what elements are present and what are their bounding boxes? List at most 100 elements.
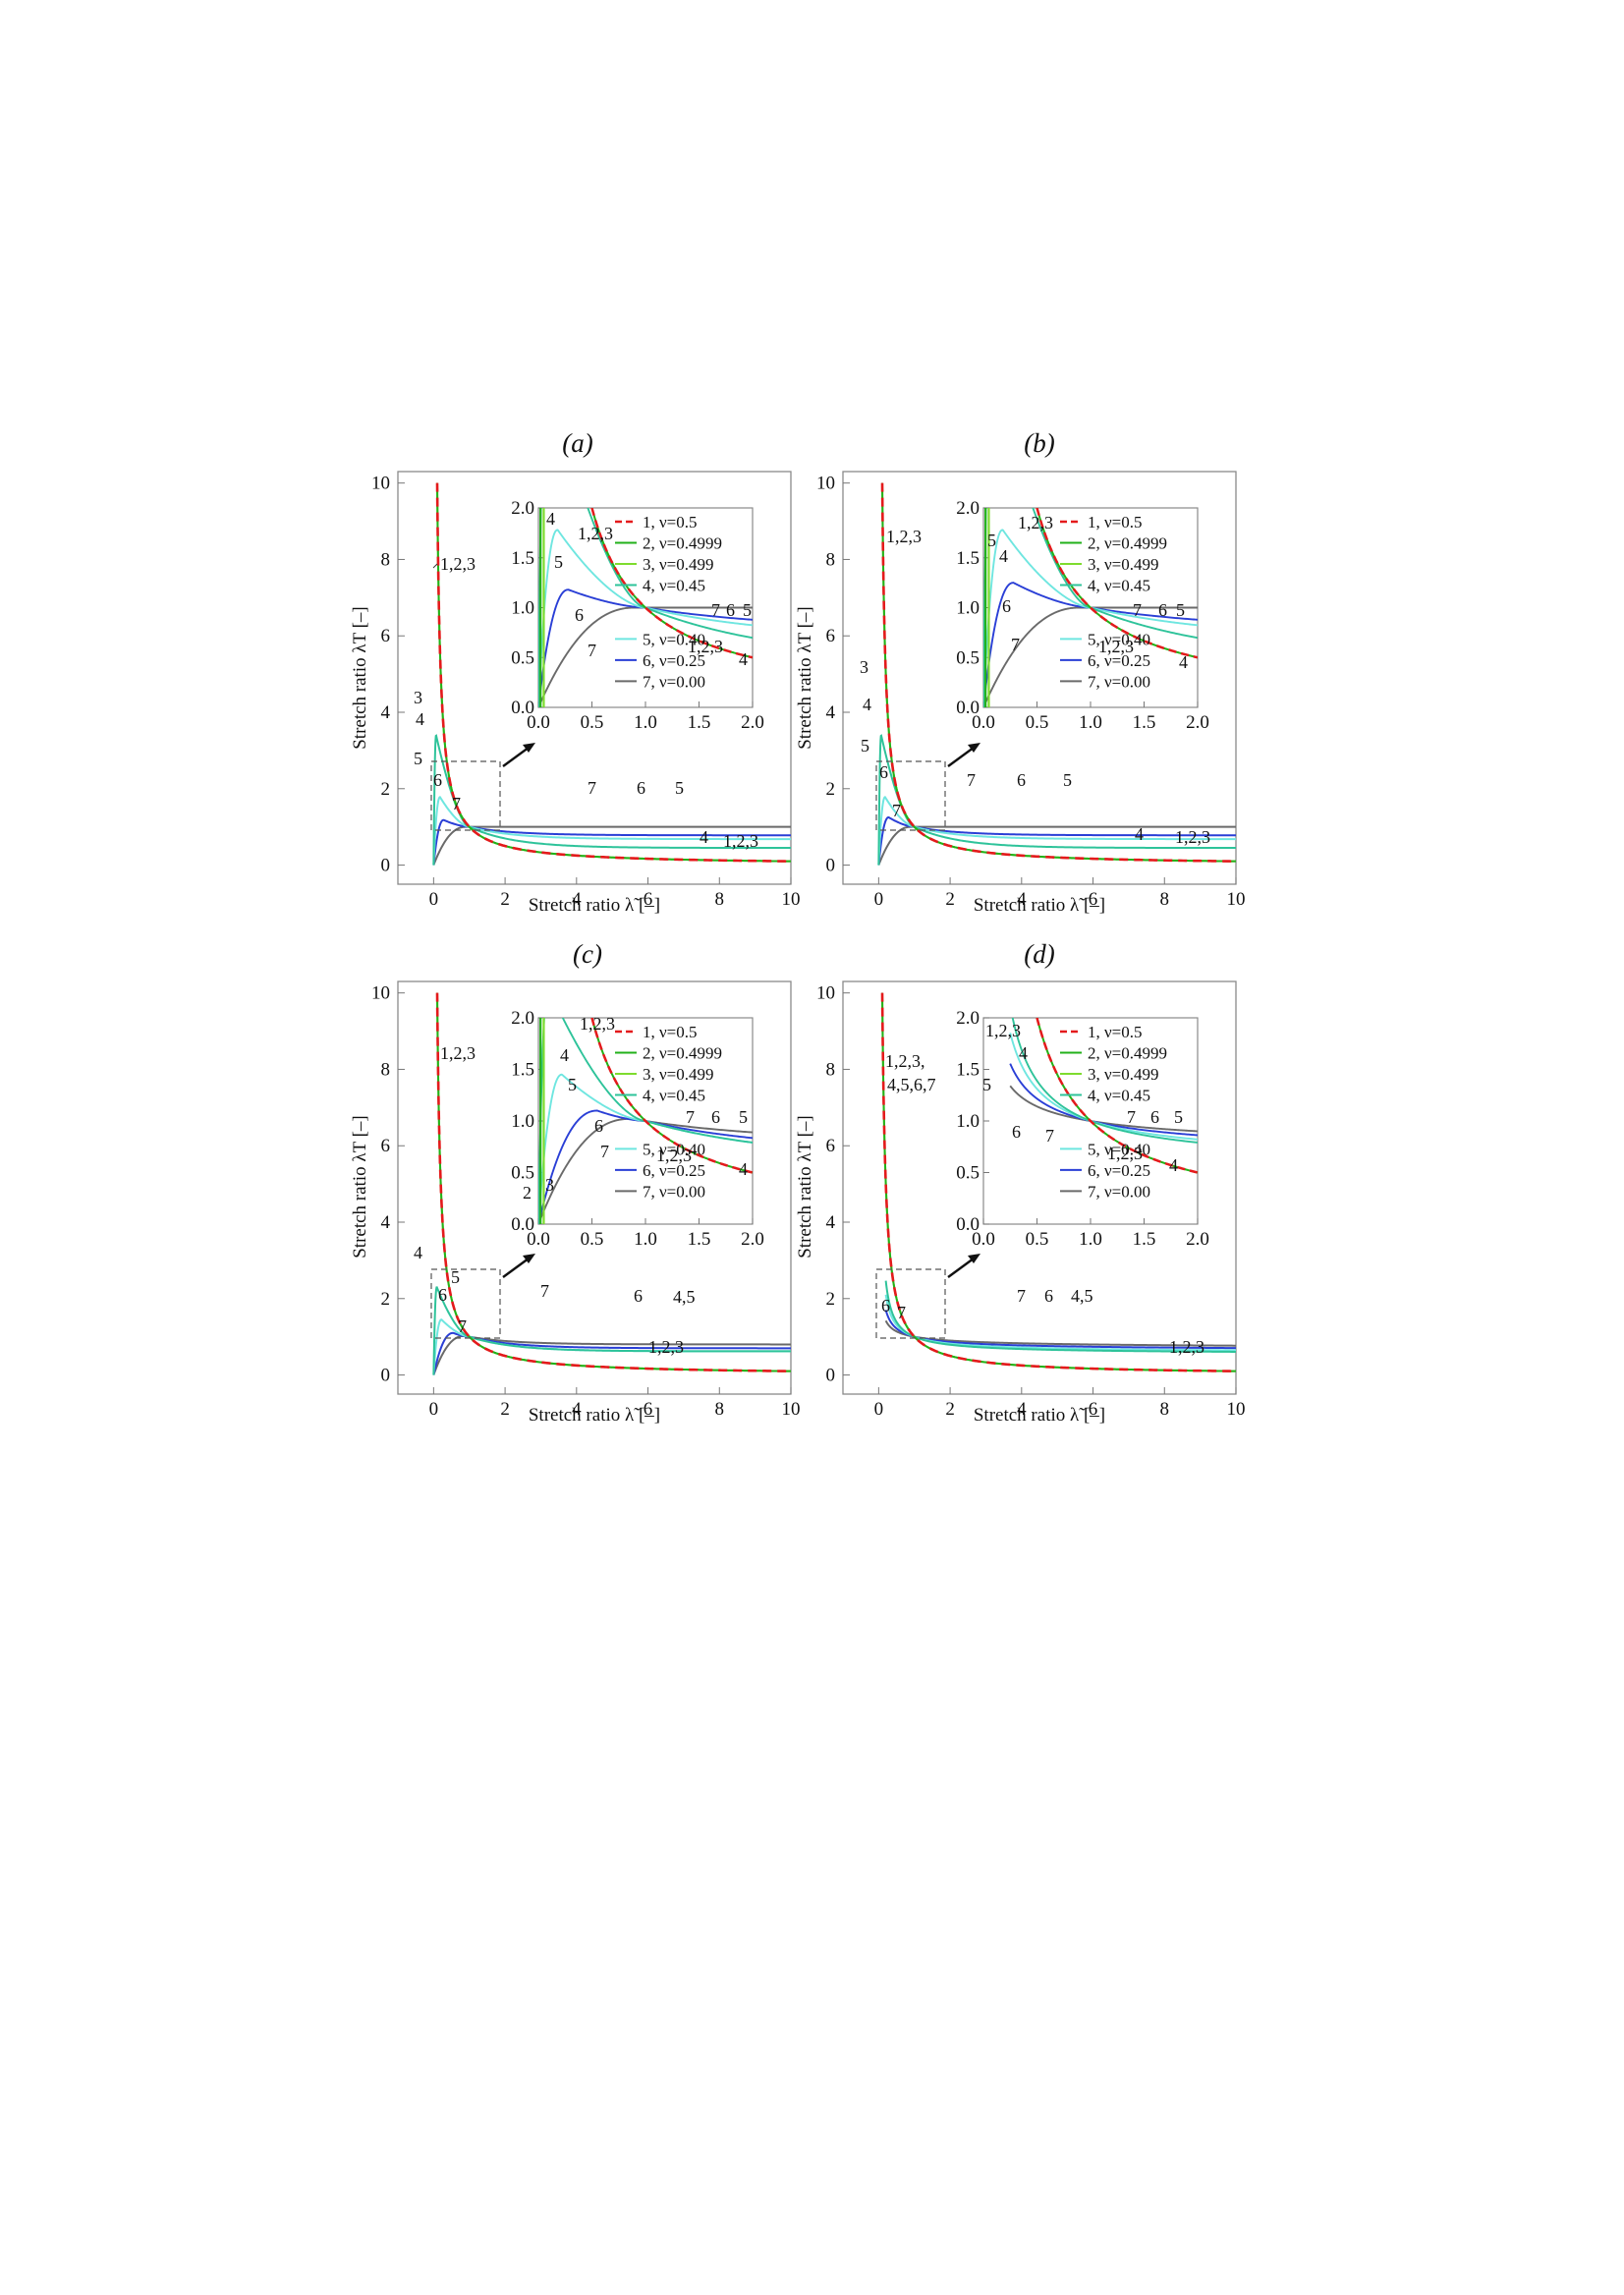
inset-series-line-1 [590, 1018, 753, 1174]
zoom-arrow-head-a [523, 743, 535, 753]
legend-label-3: 3, ν=0.499 [1088, 555, 1159, 574]
label-7-c: 7 [458, 1316, 467, 1336]
inset-series-line-4 [538, 508, 753, 707]
y-tick-label: 0 [826, 1366, 836, 1386]
inset-x-tick-label: 0.0 [527, 1229, 550, 1250]
inset-label-6-d: 6 [1012, 1122, 1021, 1142]
inset-label-r4-a: 4 [739, 649, 748, 669]
inset-y-tick-label: 1.5 [956, 1060, 980, 1081]
inset-series-line-4 [1011, 1018, 1198, 1144]
legend-label-2: 2, ν=0.4999 [643, 1044, 722, 1063]
inset-label-4-b: 4 [999, 546, 1008, 566]
label-123-c: 1,2,3 [440, 1043, 476, 1063]
y-tick-label: 8 [826, 549, 836, 570]
series-line-5 [432, 796, 791, 866]
y-tick-label: 4 [381, 702, 391, 723]
inset-series-line-7 [983, 606, 1198, 707]
inset-y-tick-label: 0.0 [956, 1214, 980, 1235]
x-tick-label: 2 [945, 889, 955, 910]
inset-label-6-c: 6 [594, 1116, 603, 1136]
inset-label-r4-d: 4 [1169, 1155, 1178, 1175]
x-axis-label-b: Stretch ratio λ̃ [–] [974, 895, 1105, 916]
legend-label-7: 7, ν=0.00 [643, 1182, 705, 1201]
panel-label-a: (a) [562, 428, 592, 458]
inset-series-line-5 [983, 529, 1198, 707]
inset-label-5-d: 5 [982, 1075, 991, 1094]
legend-label-5: 5, ν=0.40 [643, 630, 705, 648]
series-line-1 [880, 992, 1237, 1372]
label-r123-a: 1,2,3 [723, 831, 758, 851]
y-axis-label-b: Stretch ratio λT [–] [795, 606, 815, 750]
inset-y-tick-label: 2.0 [956, 1008, 980, 1029]
label-r123-d: 1,2,3 [1169, 1337, 1204, 1357]
x-tick-label: 2 [945, 1399, 955, 1420]
legend: 1, ν=0.5 2, ν=0.4999 3, ν=0.499 4, ν=0.45 5,… [615, 1023, 722, 1201]
inset-x-tick-label: 1.0 [1079, 712, 1102, 733]
inset-label-4-a: 4 [546, 509, 555, 529]
y-tick-label: 2 [826, 779, 836, 800]
x-tick-label: 4 [1017, 1399, 1027, 1420]
y-tick-label: 0 [381, 856, 391, 876]
inset-series-line-6 [1009, 1063, 1198, 1137]
zoom-box-a [430, 760, 501, 831]
y-tick-label: 8 [381, 549, 391, 570]
legend-label-5: 5, ν=0.40 [1088, 630, 1150, 648]
label-4-c: 4 [414, 1243, 422, 1262]
legend-label-2: 2, ν=0.4999 [1088, 1044, 1167, 1063]
inset-label-123-d: 1,2,3 [985, 1021, 1021, 1040]
y-tick-label: 10 [371, 983, 390, 1004]
y-tick-label: 8 [381, 1059, 391, 1080]
x-tick-label: 6 [1089, 1399, 1098, 1420]
inset-y-tick-label: 0.5 [511, 647, 534, 668]
inset-y-tick-label: 1.5 [511, 1060, 534, 1081]
label-r45-c: 4,5 [673, 1287, 696, 1307]
inset-x-tick-label: 1.5 [688, 712, 711, 733]
inset-label-5-b: 5 [987, 531, 996, 550]
curves-a: 0.0 0.5 1.0 1.5 2.0 0.0 0.5 1.0 1.5 2.0 1, ν=0.5 2,… [432, 482, 792, 866]
inset-y-tick-label: 1.5 [956, 548, 980, 569]
inset-label-5-c: 5 [568, 1075, 577, 1094]
legend-label-1: 1, ν=0.5 [643, 1023, 698, 1041]
y-axis-label-a: Stretch ratio λT [–] [350, 606, 370, 750]
legend-label-5: 5, ν=0.40 [643, 1140, 705, 1158]
x-tick-label: 4 [572, 1399, 582, 1420]
label-6-a: 6 [433, 770, 442, 790]
legend-label-6: 6, ν=0.25 [1088, 651, 1150, 670]
plot-frame-a [397, 471, 792, 885]
legend-label-3: 3, ν=0.499 [643, 1065, 714, 1084]
x-tick-label: 6 [644, 889, 653, 910]
label-6-c: 6 [438, 1285, 447, 1305]
inset-x-tick-label: 1.0 [634, 1229, 657, 1250]
inset-y-tick-label: 0.5 [956, 1163, 980, 1184]
y-tick-label: 4 [826, 1212, 836, 1233]
label-3-b: 3 [860, 657, 868, 677]
y-tick-label: 0 [826, 856, 836, 876]
inset-label-123-c: 1,2,3 [580, 1014, 615, 1034]
y-tick-label: 4 [826, 702, 836, 723]
inset-label-7-b: 7 [1011, 635, 1020, 654]
inset-series-line-1 [1036, 508, 1198, 659]
curves-d: 0.0 0.5 1.0 1.5 2.0 0.0 0.5 1.0 1.5 2.0 1, ν=0.5 2,… [880, 992, 1237, 1372]
y-tick-label: 2 [826, 1289, 836, 1310]
y-tick-label: 10 [371, 474, 390, 494]
inset-x-tick-label: 0.5 [581, 712, 604, 733]
inset-series-line-1 [590, 508, 753, 659]
inset-label-r5-c: 5 [739, 1107, 748, 1127]
inset-y-tick-label: 0.5 [956, 647, 980, 668]
zoom-box-c [430, 1268, 501, 1339]
inset-label-6-b: 6 [1002, 596, 1011, 616]
legend-label-7: 7, ν=0.00 [643, 672, 705, 691]
legend-label-3: 3, ν=0.499 [643, 555, 714, 574]
inset-x-tick-label: 2.0 [741, 712, 764, 733]
panel-label-c: (c) [573, 939, 602, 969]
label-r123-b: 1,2,3 [1175, 827, 1210, 847]
inset-x-tick-label: 1.5 [1133, 1229, 1156, 1250]
inset-series-line-5 [538, 529, 753, 707]
inset-y-tick-label: 1.0 [956, 598, 980, 619]
series-line-7 [432, 1334, 791, 1375]
label-r6-a: 6 [637, 778, 645, 798]
legend-label-1: 1, ν=0.5 [1088, 513, 1143, 532]
inset-series-line-6 [538, 1109, 753, 1224]
